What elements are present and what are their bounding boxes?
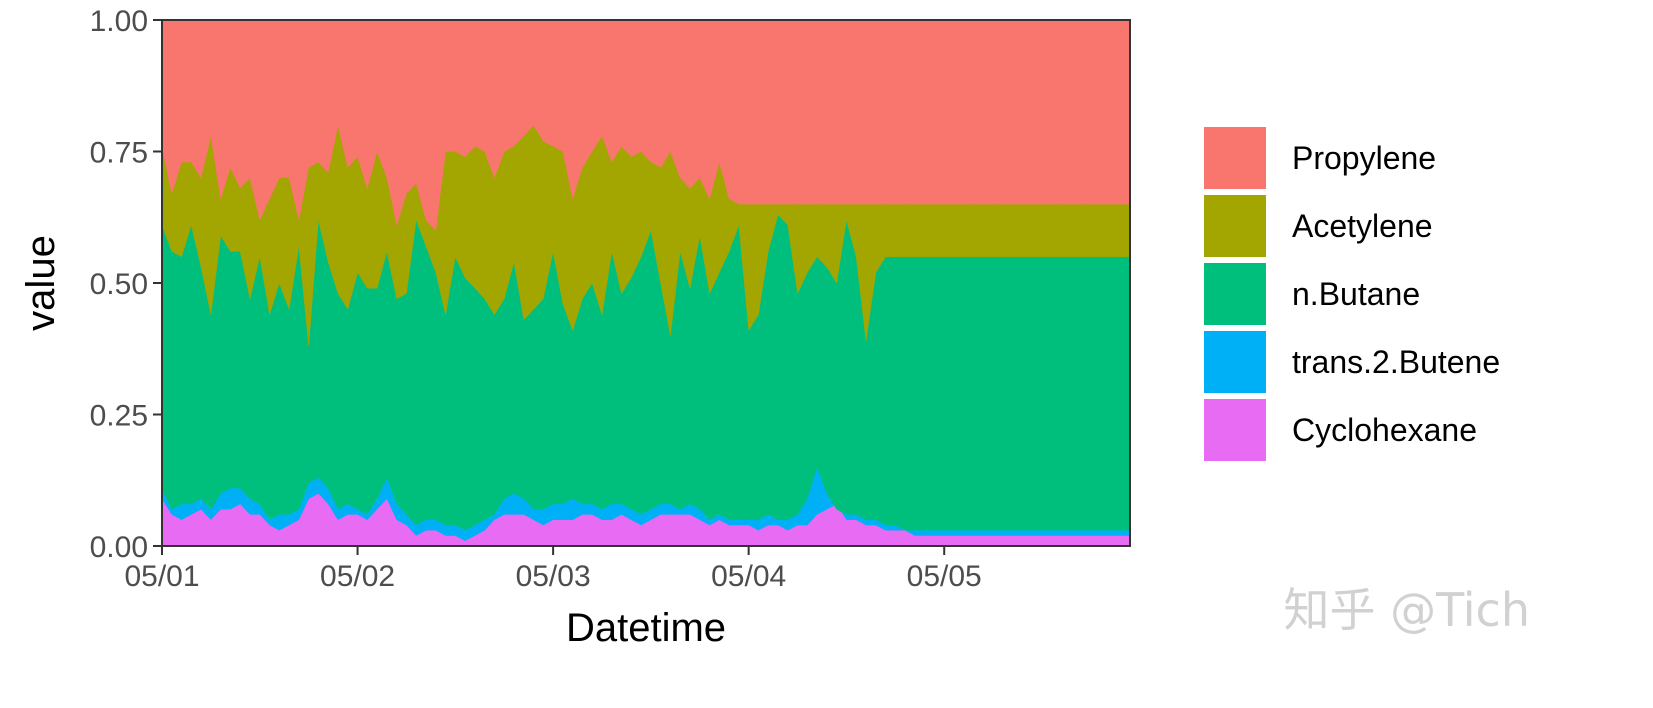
x-tick-label: 05/04 xyxy=(711,560,786,593)
x-tick-label: 05/03 xyxy=(516,560,591,593)
y-tick-label: 0.25 xyxy=(90,400,148,433)
x-tick-label: 05/01 xyxy=(124,560,199,593)
y-tick-label: 1.00 xyxy=(90,5,148,38)
x-axis-title: Datetime xyxy=(566,606,726,650)
y-axis: 0.00 0.25 0.50 0.75 1.00 xyxy=(90,5,162,564)
x-axis: 05/01 05/02 05/03 05/04 05/05 xyxy=(124,546,982,593)
legend-label: Cyclohexane xyxy=(1292,412,1477,448)
legend-key-cyclohexane xyxy=(1204,399,1266,461)
legend-key-n-butane xyxy=(1204,263,1266,325)
area-layers xyxy=(161,19,1131,547)
legend-key-acetylene xyxy=(1204,195,1266,257)
legend-label: Propylene xyxy=(1292,140,1436,176)
legend-label: n.Butane xyxy=(1292,276,1420,312)
x-tick-label: 05/05 xyxy=(907,560,982,593)
legend-label: trans.2.Butene xyxy=(1292,344,1500,380)
y-tick-label: 0.00 xyxy=(90,531,148,564)
y-axis-title: value xyxy=(19,235,63,331)
legend-key-propylene xyxy=(1204,127,1266,189)
y-tick-label: 0.75 xyxy=(90,137,148,170)
watermark-text: 知乎 @Tich xyxy=(1283,583,1530,637)
legend: Propylene Acetylene n.Butane trans.2.Butene… xyxy=(1204,127,1500,461)
legend-key-trans-2-butene xyxy=(1204,331,1266,393)
x-tick-label: 05/02 xyxy=(320,560,395,593)
legend-label: Acetylene xyxy=(1292,208,1433,244)
y-tick-label: 0.50 xyxy=(90,268,148,301)
